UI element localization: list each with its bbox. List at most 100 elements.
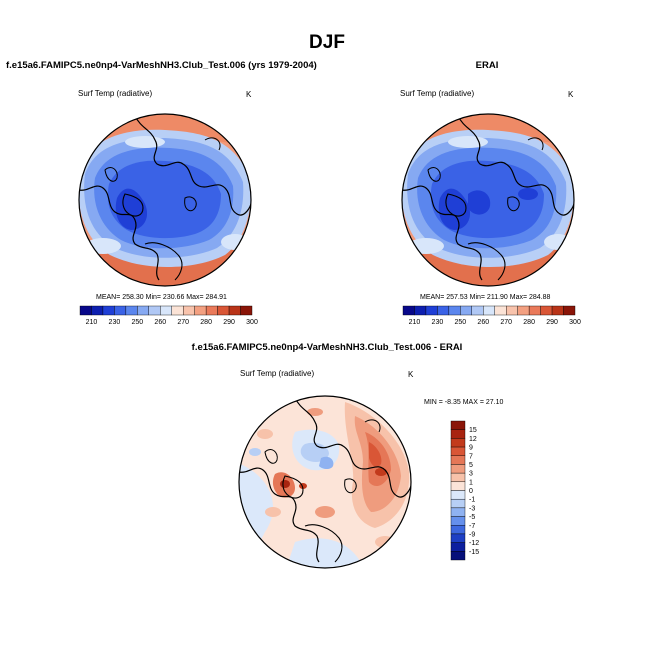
obs-colorbar-swatch	[528, 305, 541, 316]
model-colorbar-tick-label: 260	[154, 319, 166, 326]
model-colorbar-swatch	[171, 305, 184, 316]
diff-colorbar-tick-label: 3	[469, 471, 473, 478]
diff-colorbar-tick-label: -15	[469, 549, 479, 556]
model-units-label: K	[246, 90, 252, 99]
obs-colorbar-swatch	[460, 305, 473, 316]
model-panel-title: f.e15a6.FAMIPC5.ne0np4-VarMeshNH3.Club_T…	[6, 60, 317, 71]
obs-colorbar-swatch	[471, 305, 484, 316]
obs-colorbar-swatch	[483, 305, 495, 316]
model-colorbar-tick-label: 210	[86, 319, 98, 326]
diff-colorbar-swatch	[450, 481, 466, 491]
model-colorbar-swatch	[240, 305, 253, 316]
obs-units-label: K	[568, 90, 574, 99]
diff-colorbar-swatch	[450, 446, 466, 456]
obs-colorbar-swatch	[448, 305, 461, 316]
diff-colorbar-tick-label: -1	[469, 497, 475, 504]
model-colorbar-swatch	[79, 305, 92, 316]
model-colorbar-swatch	[114, 305, 127, 316]
diff-colorbar-tick-label: -5	[469, 514, 475, 521]
diff-map-border	[238, 395, 412, 569]
diff-colorbar-tick-label: -7	[469, 523, 475, 530]
model-colorbar-tick-label: 300	[246, 319, 258, 326]
obs-colorbar-swatch	[506, 305, 518, 316]
diff-colorbar-swatch	[450, 516, 466, 526]
obs-map-border	[401, 113, 575, 287]
obs-colorbar-tick-label: 260	[477, 319, 489, 326]
diff-colorbar-tick-label: -9	[469, 531, 475, 538]
diff-colorbar-tick-label: -12	[469, 540, 479, 547]
obs-colorbar-tick-label: 280	[523, 319, 535, 326]
model-colorbar-swatch	[182, 305, 195, 316]
obs-stats: MEAN= 257.53 Min= 211.90 Max= 284.88	[420, 294, 551, 301]
obs-colorbar-tick-label: 290	[546, 319, 558, 326]
model-colorbar-tick-label: 270	[177, 319, 189, 326]
diff-colorbar: 15 12 97 5 31 0 -1-3 -5 -7-9 -12 -15	[450, 420, 479, 561]
model-colorbar-tick-label: 280	[200, 319, 212, 326]
model-map	[79, 114, 251, 286]
model-colorbar-swatch	[205, 305, 218, 316]
model-colorbar-swatch	[217, 305, 230, 316]
diff-colorbar-swatch	[450, 429, 466, 439]
diff-map	[239, 396, 411, 568]
diff-colorbar-swatch	[450, 420, 466, 430]
diff-colorbar-tick-label: 9	[469, 445, 473, 452]
diff-colorbar-tick-label: 15	[469, 427, 477, 434]
diff-colorbar-swatch	[450, 472, 466, 483]
obs-colorbar-tick-label: 210	[409, 319, 421, 326]
obs-colorbar-swatch	[414, 305, 427, 316]
diff-panel-title: f.e15a6.FAMIPC5.ne0np4-VarMeshNH3.Club_T…	[191, 342, 463, 353]
obs-colorbar-swatch	[551, 305, 564, 316]
diff-colorbar-swatch	[450, 498, 466, 509]
model-colorbar-swatch	[160, 305, 172, 316]
obs-map	[402, 114, 574, 286]
diff-colorbar-swatch	[450, 525, 466, 535]
model-colorbar-tick-label: 250	[131, 319, 143, 326]
diff-stats: MIN = -8.35 MAX = 27.10	[424, 399, 504, 406]
model-colorbar-swatch	[125, 305, 138, 316]
obs-colorbar-tick-label: 250	[454, 319, 466, 326]
diff-colorbar-swatch	[450, 455, 466, 465]
diff-colorbar-tick-label: 1	[469, 479, 473, 486]
diff-units-label: K	[408, 370, 414, 379]
obs-panel-title: ERAI	[475, 60, 499, 71]
diff-colorbar-swatch	[450, 542, 466, 552]
model-colorbar-tick-label: 230	[109, 319, 121, 326]
model-colorbar-swatch	[148, 305, 161, 316]
obs-colorbar-tick-label: 300	[569, 319, 581, 326]
obs-colorbar-swatch	[540, 305, 553, 316]
model-colorbar-swatch	[194, 305, 207, 316]
obs-colorbar-swatch	[494, 305, 507, 316]
model-colorbar-tick-label: 290	[223, 319, 235, 326]
model-variable-label: Surf Temp (radiative)	[78, 89, 153, 98]
obs-colorbar-tick-label: 270	[500, 319, 512, 326]
diff-colorbar-swatch	[450, 507, 466, 517]
obs-variable-label: Surf Temp (radiative)	[400, 89, 475, 98]
model-colorbar: 210 230 250 260 270 280 290 300	[79, 305, 258, 326]
obs-colorbar-swatch	[517, 305, 530, 316]
diff-colorbar-tick-label: 7	[469, 453, 473, 460]
model-colorbar-swatch	[102, 305, 115, 316]
model-colorbar-swatch	[137, 305, 149, 316]
diff-colorbar-tick-label: 12	[469, 436, 477, 443]
diff-colorbar-tick-label: 0	[469, 488, 473, 495]
obs-colorbar-swatch	[437, 305, 450, 316]
model-stats: MEAN= 258.30 Min= 230.66 Max= 284.91	[96, 294, 227, 301]
diff-colorbar-swatch	[450, 464, 466, 474]
diff-colorbar-swatch	[450, 551, 466, 561]
diff-colorbar-swatch	[450, 490, 466, 500]
obs-colorbar: 210 230 250 260 270 280 290 300	[402, 305, 581, 326]
figure-title: DJF	[309, 32, 345, 53]
diff-variable-label: Surf Temp (radiative)	[240, 369, 315, 378]
diff-colorbar-tick-label: -3	[469, 505, 475, 512]
obs-colorbar-swatch	[425, 305, 438, 316]
model-colorbar-swatch	[228, 305, 241, 316]
obs-colorbar-swatch	[563, 305, 576, 316]
diff-colorbar-swatch	[450, 533, 466, 543]
diff-colorbar-swatch	[450, 438, 466, 448]
obs-colorbar-swatch	[402, 305, 415, 316]
model-map-border	[78, 113, 252, 287]
diff-colorbar-tick-label: 5	[469, 462, 473, 469]
model-colorbar-swatch	[91, 305, 104, 316]
obs-colorbar-tick-label: 230	[432, 319, 444, 326]
